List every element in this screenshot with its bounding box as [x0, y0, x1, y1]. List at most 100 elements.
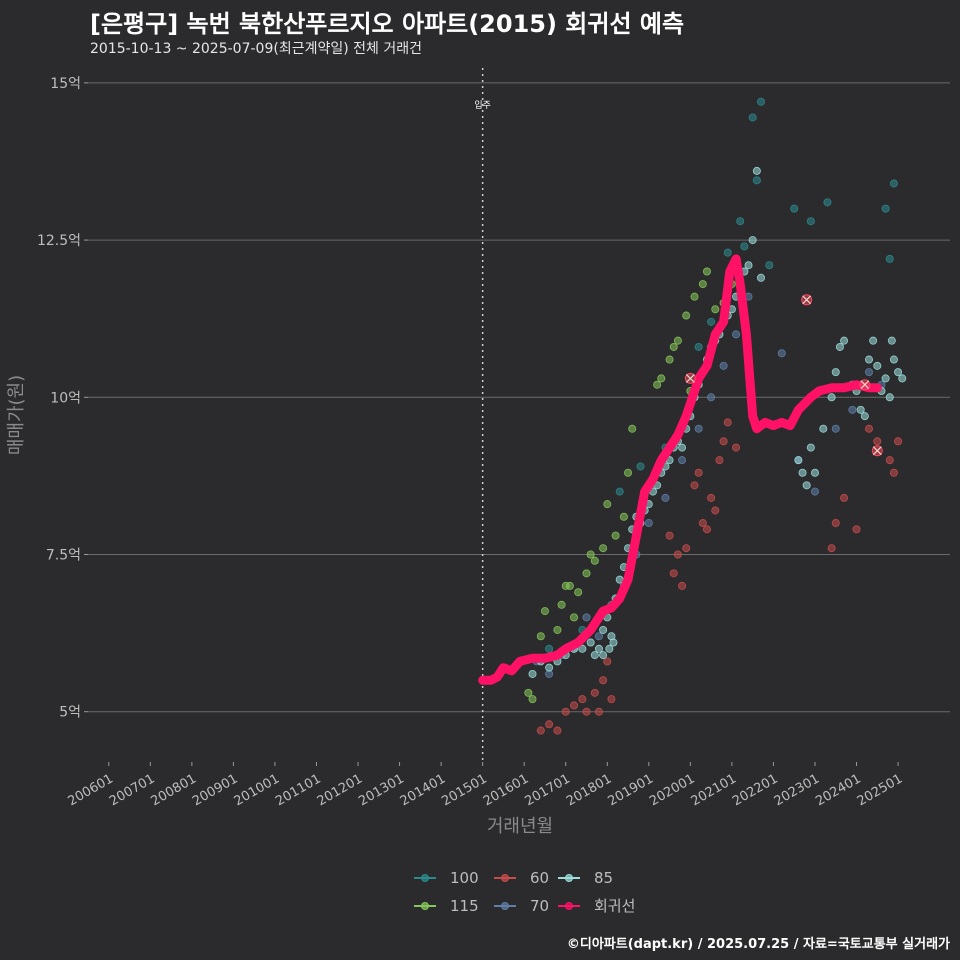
point-60-20 — [711, 506, 720, 515]
point-85-55 — [831, 368, 840, 377]
point-60-12 — [669, 569, 678, 578]
point-115-19 — [669, 342, 678, 351]
point-60-24 — [732, 443, 741, 452]
point-70-14 — [719, 361, 728, 370]
x-axis-title: 거래년월 — [487, 816, 553, 837]
point-60-9 — [603, 657, 612, 666]
x-tick-label-16: 202201 — [730, 771, 780, 809]
point-60-33 — [864, 424, 873, 433]
chart-caption: ©디아파트(dapt.kr) / 2025.07.25 / 자료=국토교통부 실… — [566, 937, 950, 952]
point-70-9 — [644, 519, 653, 528]
annotation-label: 입주 — [474, 99, 491, 111]
highlight-points — [684, 294, 883, 457]
x-tick-label-18: 202401 — [813, 771, 863, 809]
point-60-32 — [894, 437, 903, 446]
point-85-64 — [873, 361, 882, 370]
point-115-7 — [582, 569, 591, 578]
point-100-6 — [707, 317, 716, 326]
point-85-68 — [889, 355, 898, 364]
point-60-14 — [678, 581, 687, 590]
point-85-67 — [885, 393, 894, 402]
point-85-74 — [590, 651, 599, 660]
x-tick-label-10: 201601 — [481, 771, 531, 809]
point-85-60 — [856, 405, 865, 414]
point-85-48 — [794, 456, 803, 465]
point-60-8 — [599, 676, 608, 685]
point-115-30 — [528, 695, 537, 704]
point-115-25 — [711, 305, 720, 314]
point-85-49 — [798, 468, 807, 477]
point-115-29 — [524, 688, 533, 697]
point-100-3 — [636, 462, 645, 471]
point-100-8 — [740, 242, 749, 251]
x-tick-label-7: 201301 — [356, 771, 406, 809]
point-85-9 — [599, 625, 608, 634]
legend-dot-0 — [421, 874, 429, 882]
point-115-2 — [553, 625, 562, 634]
point-115-20 — [673, 336, 682, 345]
point-85-69 — [894, 368, 903, 377]
y-tick-label-1: 7.5억 — [46, 547, 81, 563]
point-85-56 — [835, 342, 844, 351]
point-115-6 — [574, 588, 583, 597]
regression-line — [478, 254, 882, 685]
point-70-11 — [678, 456, 687, 465]
point-115-22 — [690, 292, 699, 301]
point-115-9 — [590, 556, 599, 565]
point-100-16 — [881, 204, 890, 213]
point-60-30 — [885, 456, 894, 465]
point-60-7 — [590, 688, 599, 697]
x-tick-label-19: 202501 — [855, 771, 905, 809]
x-tick-label-0: 200601 — [65, 771, 115, 809]
legend: 100 60 85 115 70 회귀선 — [414, 869, 635, 915]
point-100-7 — [723, 248, 732, 257]
point-85-71 — [887, 336, 896, 345]
point-115-18 — [665, 355, 674, 364]
point-100-18 — [885, 254, 894, 263]
point-85-47 — [756, 273, 765, 282]
point-60-5 — [578, 695, 587, 704]
point-115-17 — [657, 374, 666, 383]
point-115-13 — [619, 512, 628, 521]
x-tick-label-14: 202001 — [647, 771, 697, 809]
x-tick-label-6: 201201 — [315, 771, 365, 809]
point-100-19 — [736, 217, 745, 226]
point-85-70 — [898, 374, 907, 383]
point-115-24 — [702, 267, 711, 276]
point-100-9 — [748, 113, 757, 122]
point-100-10 — [752, 176, 761, 185]
point-100-13 — [790, 204, 799, 213]
y-tick-label-4: 15억 — [50, 76, 81, 92]
point-85-2 — [545, 663, 554, 672]
point-60-1 — [545, 720, 554, 729]
x-tick-label-3: 200901 — [190, 771, 240, 809]
point-100-12 — [765, 261, 774, 270]
x-tick-label-1: 200701 — [107, 771, 157, 809]
point-60-11 — [607, 695, 616, 704]
point-100-15 — [823, 198, 832, 207]
point-115-23 — [698, 280, 707, 289]
regression-layer — [478, 254, 882, 685]
point-60-25 — [831, 519, 840, 528]
point-70-13 — [707, 393, 716, 402]
point-60-15 — [682, 544, 691, 553]
legend-item-4: 70 — [494, 897, 549, 915]
point-115-14 — [628, 424, 637, 433]
point-115-1 — [540, 607, 549, 616]
point-85-57 — [840, 336, 849, 345]
point-85-62 — [864, 355, 873, 364]
legend-dot-4 — [501, 902, 509, 910]
point-85-7 — [586, 638, 595, 647]
x-tick-label-8: 201401 — [398, 771, 448, 809]
point-115-31 — [570, 613, 579, 622]
point-115-11 — [603, 500, 612, 509]
y-tick-label-2: 10억 — [50, 390, 81, 406]
point-70-21 — [848, 405, 857, 414]
point-60-27 — [827, 544, 836, 553]
highlight-point-0 — [684, 372, 696, 384]
point-85-50 — [802, 481, 811, 490]
point-60-2 — [553, 726, 562, 735]
point-60-23 — [723, 418, 732, 427]
legend-label-1: 60 — [530, 869, 549, 887]
